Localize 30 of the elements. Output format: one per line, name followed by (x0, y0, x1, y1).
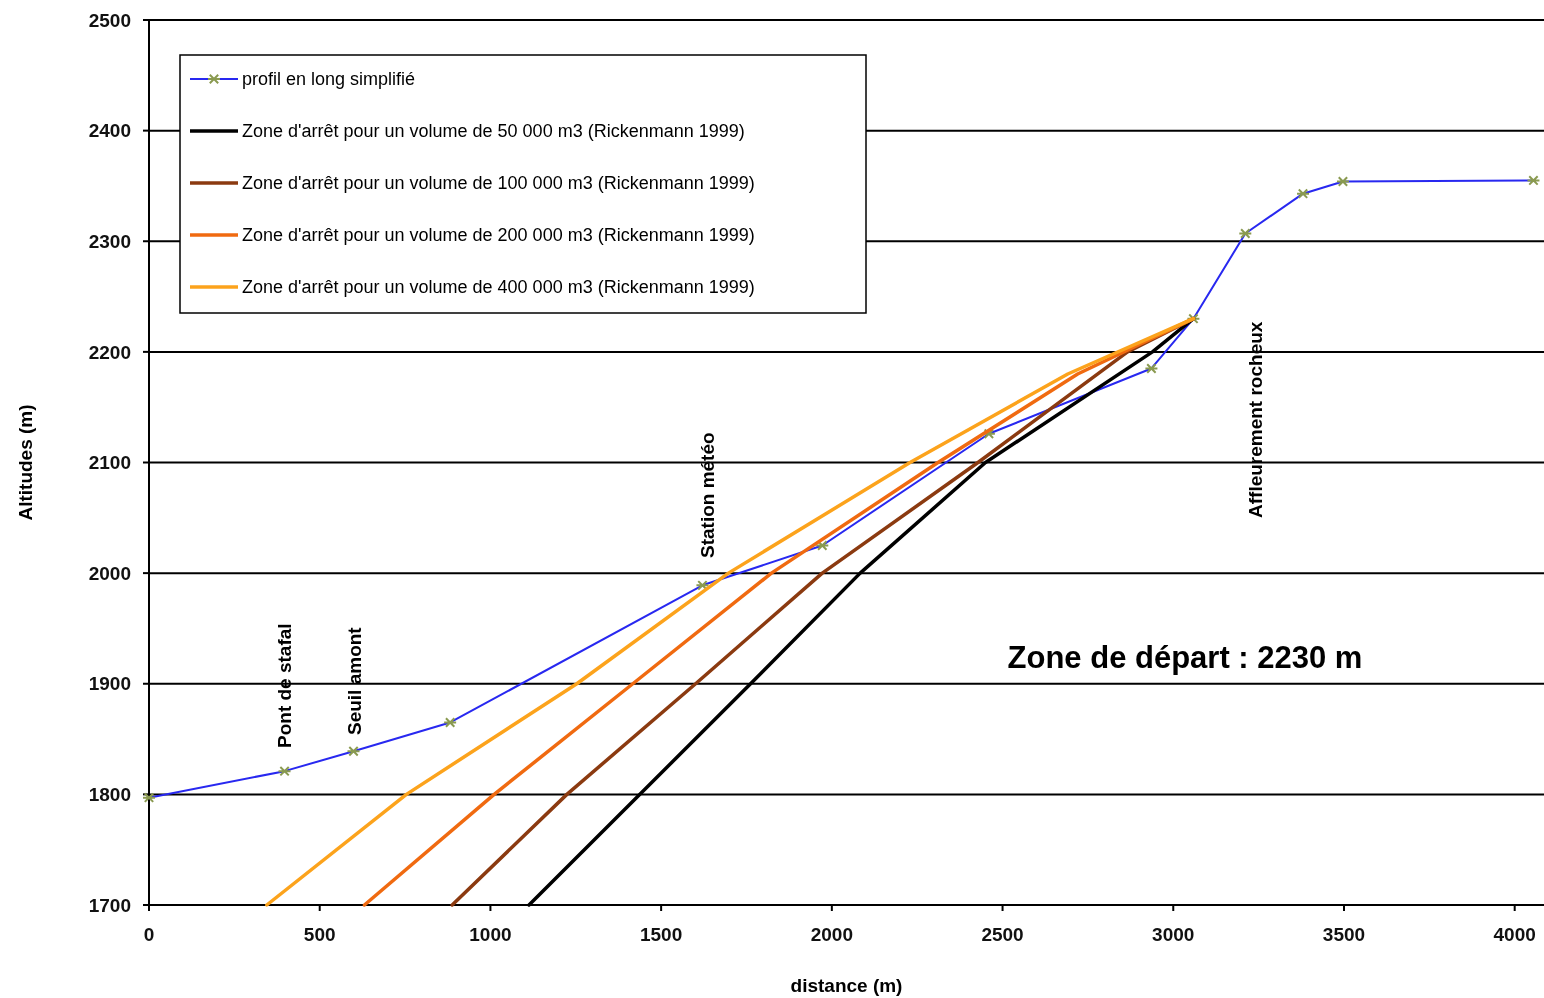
legend-label: profil en long simplifié (242, 69, 416, 90)
x-tick-label: 0 (143, 924, 155, 945)
x-tick-label: 4000 (1493, 924, 1536, 945)
y-tick-label: 2400 (88, 120, 131, 142)
x-axis-title: distance (m) (790, 975, 903, 996)
annotation: Pont de stafal (274, 623, 295, 748)
x-tick-label: 3000 (1152, 924, 1195, 945)
legend-label: Zone d'arrêt pour un volume de 100 000 m3 (Rickenmann 1999) (242, 173, 755, 194)
y-tick-label: 2200 (88, 341, 131, 363)
legend-label: Zone d'arrêt pour un volume de 200 000 m3 (Rickenmann 1999) (242, 225, 755, 246)
y-tick-label: 2300 (88, 230, 131, 252)
annotation: Station météo (697, 432, 718, 558)
y-tick-label: 2500 (88, 9, 131, 31)
y-tick-label: 1800 (88, 784, 131, 806)
annotation: Zone de départ : 2230 m (1007, 640, 1363, 675)
legend-label: Zone d'arrêt pour un volume de 400 000 m3 (Rickenmann 1999) (242, 277, 755, 298)
x-tick-label: 500 (303, 924, 336, 945)
x-tick-label: 2000 (810, 924, 853, 945)
annotation: Affleurement rocheux (1245, 321, 1266, 518)
annotation: Seuil amont (344, 626, 365, 735)
x-tick-label: 1000 (469, 924, 512, 945)
y-tick-label: 2100 (88, 452, 131, 474)
x-tick-label: 2500 (981, 924, 1024, 945)
y-tick-label: 2000 (88, 562, 131, 584)
y-tick-label: 1900 (88, 673, 131, 695)
y-axis-title: Altitudes (m) (15, 404, 36, 521)
x-tick-label: 3500 (1322, 924, 1366, 945)
legend-label: Zone d'arrêt pour un volume de 50 000 m3 (Rickenmann 1999) (242, 121, 745, 142)
x-tick-label: 1500 (639, 924, 683, 945)
y-tick-label: 1700 (88, 894, 131, 916)
